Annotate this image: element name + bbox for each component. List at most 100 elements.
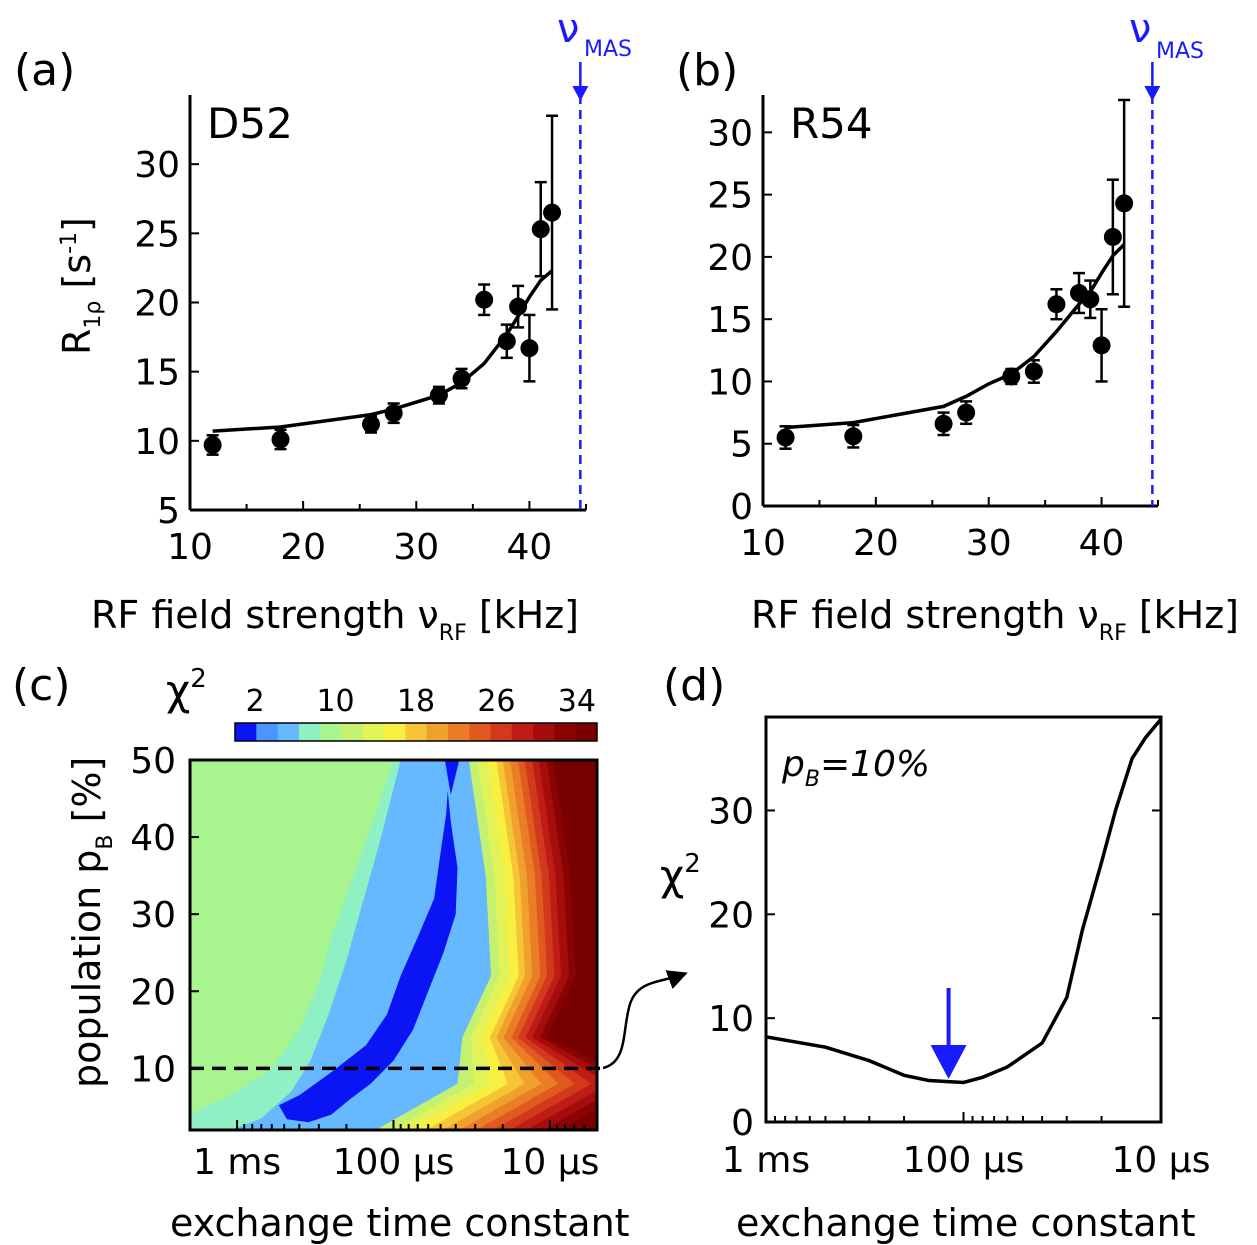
panel-b-mas-subscript: MAS <box>1156 39 1204 64</box>
panel-b-mas-label: ν MAS <box>1129 6 1204 64</box>
panel-a-data-point <box>203 435 222 454</box>
panel-b-y-tick-label: 30 <box>707 113 753 154</box>
panel-b-data-point <box>1115 194 1134 213</box>
colorbar-title: χ2 <box>166 664 207 715</box>
colorbar-swatch <box>405 723 428 741</box>
panel-b-data-point <box>957 403 976 422</box>
panel-d-chi2-line <box>766 717 1161 1085</box>
panel-b-x-tick-label: 20 <box>853 523 899 564</box>
panel-a-data-point <box>452 369 471 388</box>
heatmap-minimum-region <box>278 790 458 1123</box>
panel-b-mas-arrow-head <box>1144 86 1161 101</box>
panel-b-y-tick-label: 20 <box>707 238 753 279</box>
panel-b-data-point <box>934 414 953 433</box>
panel-d-y-tick-label: 10 <box>708 999 754 1040</box>
colorbar-swatch <box>533 723 555 741</box>
colorbar-swatch <box>277 723 300 741</box>
colorbar-swatch <box>490 723 513 741</box>
heatmap-notch <box>444 760 460 795</box>
panel-a-x-tick-label: 20 <box>280 527 326 568</box>
panel-b-x-title: RF field strength νRF [kHz] <box>751 593 1239 646</box>
panel-d-min-arrow-head <box>930 1045 967 1079</box>
panel-d-x-tick-label: 10 µs <box>1112 1140 1211 1181</box>
panel-b-x-tick-label: 30 <box>966 523 1012 564</box>
colorbar-tick-label: 34 <box>558 684 596 719</box>
panel-b-data-point <box>1047 295 1066 314</box>
panel-a-mas-symbol: ν <box>557 6 579 52</box>
panel-c-y-tick-label: 10 <box>130 1049 176 1090</box>
panel-d: (d) 0 10 20 30 1 ms 100 µs 10 µs pB=10% χ2 exc… <box>660 660 1210 1245</box>
colorbar-tick-label: 26 <box>477 684 515 719</box>
panel-d-x-title: exchange time constant <box>736 1201 1196 1245</box>
panel-a-data-point <box>520 339 539 358</box>
panel-b-y-tick-label: 5 <box>730 425 753 466</box>
panel-a-data-point <box>362 415 381 434</box>
panel-b-fit-line <box>785 243 1126 430</box>
panel-a-data-point <box>271 430 290 449</box>
panel-b-y-tick-label: 0 <box>730 487 753 528</box>
panel-a-data-point <box>384 404 403 423</box>
panel-a-mas-label: ν MAS <box>557 6 632 62</box>
panel-b-mas-symbol: ν <box>1129 6 1151 52</box>
panel-c: (c) χ2 2 10 18 26 34 10 20 30 40 50 1 ms 100 µs 10 … <box>12 660 630 1245</box>
panel-c-x-tick-label: 10 µs <box>500 1142 599 1183</box>
panel-a-mas-arrow-head <box>572 86 589 101</box>
panel-d-annotation: pB=10% <box>781 744 930 792</box>
colorbar-swatch <box>320 723 342 741</box>
panel-b-data-point <box>1092 336 1111 355</box>
panel-a-data-point <box>509 297 528 316</box>
panel-a-label: D52 <box>207 99 293 148</box>
panel-d-y-tick-label: 0 <box>731 1103 754 1144</box>
panel-d-y-tick-label: 20 <box>708 895 754 936</box>
panel-d-x-tick-label: 1 ms <box>722 1140 810 1181</box>
panel-d-line-group <box>766 717 1161 1085</box>
panel-b-label: R54 <box>790 99 873 148</box>
colorbar-swatch <box>362 723 385 741</box>
heatmap-warm-band <box>546 760 597 1130</box>
panel-b: (b) R54 10 20 30 40 0 5 10 15 20 25 30 ν MAS RF fi… <box>676 6 1239 646</box>
panel-a-y-tick-label: 5 <box>157 491 180 532</box>
colorbar-swatch <box>426 723 449 741</box>
colorbar-swatch <box>447 723 470 741</box>
colorbar-frame <box>234 722 598 742</box>
panel-a-x-tick-label: 30 <box>393 527 439 568</box>
panel-b-data-point <box>1024 362 1043 381</box>
panel-c-y-tick-label: 20 <box>130 972 176 1013</box>
panel-a-data-point <box>497 332 516 351</box>
panel-b-y-tick-label: 10 <box>707 362 753 403</box>
panel-a-y-title: R1ρ [s-1] <box>55 217 106 355</box>
panel-b-y-tick-label: 25 <box>707 176 753 217</box>
panel-a-x-tick-label: 10 <box>167 527 213 568</box>
colorbar-swatch <box>384 723 406 741</box>
panel-d-x-tick-label: 100 µs <box>903 1140 1025 1181</box>
panel-b-data-point <box>1002 367 1021 386</box>
panel-b-x-tick-label: 10 <box>740 523 786 564</box>
panel-c-y-tick-label: 40 <box>130 818 176 859</box>
panel-a-y-tick-label: 10 <box>134 422 180 463</box>
panel-b-plot: 10 20 30 40 0 5 10 15 20 25 30 <box>707 62 1161 564</box>
colorbar-swatch <box>235 723 257 741</box>
panel-d-y-title: χ2 <box>660 849 701 900</box>
panel-c-x-tick-label: 1 ms <box>193 1142 281 1183</box>
colorbar-swatch <box>256 723 279 741</box>
panel-c-x-tick-label: 100 µs <box>333 1142 455 1183</box>
panel-a-fit-line <box>212 269 554 433</box>
colorbar-swatch <box>511 723 534 741</box>
panel-b-x-tick-label: 40 <box>1079 523 1125 564</box>
colorbar-swatch <box>554 723 577 741</box>
panel-c-x-title: exchange time constant <box>170 1201 630 1245</box>
panel-a-mas-subscript: MAS <box>584 37 632 62</box>
panel-b-data-point <box>844 427 863 446</box>
colorbar: 2 10 18 26 34 <box>234 684 598 742</box>
panel-c-y-tick-label: 50 <box>130 741 176 782</box>
panel-b-data-point <box>1103 227 1122 246</box>
colorbar-tick-label: 2 <box>246 684 265 719</box>
panel-c-y-tick-label: 30 <box>130 895 176 936</box>
panel-d-y-tick-label: 30 <box>708 791 754 832</box>
panel-c-plot: 10 20 30 40 50 1 ms 100 µs 10 µs <box>130 741 603 1183</box>
panel-c-y-title: population pB [%] <box>65 757 118 1088</box>
colorbar-swatch <box>298 723 321 741</box>
heatmap-bands <box>190 760 597 1130</box>
